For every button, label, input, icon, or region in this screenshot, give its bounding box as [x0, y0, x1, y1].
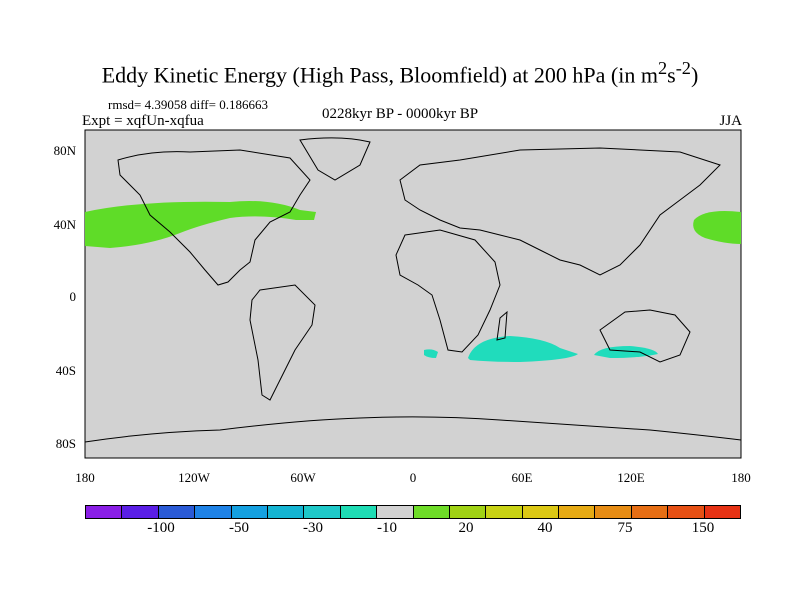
lon-label-180w: 180 — [75, 470, 95, 485]
colorbar-cell — [449, 506, 487, 518]
lon-label-120w: 120W — [178, 470, 210, 485]
colorbar-label: -30 — [303, 520, 323, 536]
lon-label-60w: 60W — [290, 470, 316, 485]
positive-anomaly-north-pacific-west — [693, 211, 741, 244]
lon-label-120e: 120E — [617, 470, 645, 485]
colorbar-cell — [704, 506, 741, 518]
colorbar-cell — [158, 506, 196, 518]
colorbar-cell — [486, 506, 523, 518]
colorbar-cell — [559, 506, 596, 518]
lon-label-60e: 60E — [511, 470, 533, 485]
colorbar — [85, 505, 741, 519]
colorbar-cell — [595, 506, 632, 518]
coast-south-america — [249, 284, 316, 401]
colorbar-cell — [195, 506, 232, 518]
negative-anomaly-south-indian — [468, 336, 578, 362]
coast-africa — [395, 229, 501, 353]
colorbar-cell — [304, 506, 341, 518]
lon-label-180e: 180 — [731, 470, 751, 485]
lat-label-80n: 80N — [53, 143, 76, 158]
colorbar-cell — [377, 506, 414, 518]
coastlines — [84, 137, 742, 443]
coast-antarctica — [84, 416, 742, 443]
title-mid: s — [667, 62, 676, 88]
stats-text: rmsd= 4.39058 diff= 0.186663 — [108, 97, 268, 112]
negative-anomaly-south-africa-west — [424, 349, 438, 358]
lat-label-40n: 40N — [53, 217, 76, 232]
title-superscript-1: 2 — [657, 58, 668, 78]
colorbar-cell — [231, 506, 268, 518]
colorbar-cell — [668, 506, 705, 518]
lat-label-0: 0 — [69, 289, 77, 304]
coast-eurasia — [399, 147, 721, 276]
colorbar-label: -10 — [377, 520, 397, 536]
experiment-label: Expt = xqfUn-xqfua — [82, 113, 204, 129]
title-main: Eddy Kinetic Energy (High Pass, Bloomfie… — [101, 62, 658, 88]
positive-anomaly-north-pacific-east — [85, 201, 316, 248]
lon-label-0: 0 — [409, 470, 417, 485]
colorbar-label: -50 — [229, 520, 249, 536]
colorbar-cell — [122, 506, 159, 518]
colorbar-cell — [340, 506, 378, 518]
period-label: 0228kyr BP - 0000kyr BP — [322, 106, 479, 122]
coast-australia — [599, 309, 691, 363]
colorbar-label: -100 — [147, 520, 175, 536]
title-superscript-2: -2 — [675, 58, 691, 78]
colorbar-label: 20 — [458, 520, 474, 536]
season-label: JJA — [719, 113, 742, 129]
lat-label-80s: 80S — [55, 436, 76, 451]
colorbar-cell — [267, 506, 305, 518]
colorbar-cell — [86, 506, 123, 518]
coast-greenland — [299, 137, 371, 181]
colorbar-cell — [522, 506, 560, 518]
colorbar-cell — [631, 506, 669, 518]
map-frame — [84, 129, 742, 459]
colorbar-label: 75 — [617, 520, 633, 536]
coast-north-america — [117, 149, 311, 286]
title-end: ) — [690, 62, 699, 88]
lat-label-40s: 40S — [55, 363, 76, 378]
colorbar-label: 150 — [691, 520, 715, 536]
colorbar-label: 40 — [537, 520, 553, 536]
colorbar-cell — [413, 506, 450, 518]
coast-madagascar — [496, 310, 508, 341]
figure-title: Eddy Kinetic Energy (High Pass, Bloomfie… — [0, 58, 800, 88]
